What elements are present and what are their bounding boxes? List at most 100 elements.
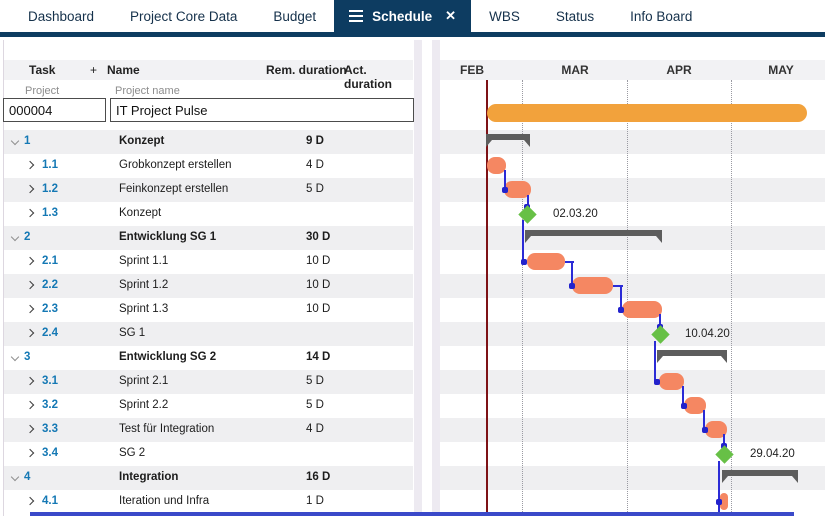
task-rem-duration: 4 D — [306, 159, 324, 171]
table-row[interactable]: 2.4 SG 1 — [4, 322, 413, 346]
gantt-task-bar[interactable] — [705, 421, 727, 438]
task-rem-duration: 5 D — [306, 183, 324, 195]
table-row[interactable]: 3 Entwicklung SG 2 14 D — [4, 346, 413, 370]
chevron-right-icon[interactable] — [25, 304, 35, 314]
gantt-row-stripe — [440, 250, 825, 274]
chevron-right-icon[interactable] — [25, 256, 35, 266]
gantt-row-stripe — [440, 178, 825, 202]
tab-schedule[interactable]: Schedule ✕ — [334, 0, 472, 32]
table-row[interactable]: 3.3 Test für Integration 4 D — [4, 418, 413, 442]
tab-project-core-data[interactable]: Project Core Data — [112, 0, 255, 32]
gantt-row-stripe — [440, 418, 825, 442]
table-row[interactable]: 1.3 Konzept — [4, 202, 413, 226]
dependency-connector — [703, 410, 705, 430]
milestone-date-label: 02.03.20 — [553, 208, 598, 220]
table-row[interactable]: 4.1 Iteration und Infra 1 D — [4, 490, 413, 514]
project-id-input[interactable] — [3, 98, 106, 122]
table-row[interactable]: 2.2 Sprint 1.2 10 D — [4, 274, 413, 298]
menu-icon[interactable] — [349, 10, 364, 22]
task-rem-duration: 10 D — [306, 303, 331, 315]
task-number: 3.3 — [42, 423, 58, 435]
month-label: MAR — [561, 63, 589, 77]
project-name-input[interactable] — [110, 98, 414, 122]
tab-info-board[interactable]: Info Board — [612, 0, 710, 32]
tab-budget[interactable]: Budget — [255, 0, 334, 32]
dependency-connector — [565, 261, 574, 263]
table-row[interactable]: 3.1 Sprint 2.1 5 D — [4, 370, 413, 394]
chevron-down-icon[interactable] — [10, 232, 20, 242]
task-rem-duration: 4 D — [306, 423, 324, 435]
chevron-right-icon[interactable] — [25, 208, 35, 218]
tab-wbs[interactable]: WBS — [471, 0, 538, 32]
chevron-right-icon[interactable] — [25, 328, 35, 338]
dependency-connector — [504, 170, 506, 190]
dependency-connector — [723, 434, 725, 446]
gantt-task-bar[interactable] — [622, 301, 662, 318]
task-number: 2.4 — [42, 327, 58, 339]
chevron-right-icon[interactable] — [25, 184, 35, 194]
chevron-right-icon[interactable] — [25, 400, 35, 410]
task-number: 2.3 — [42, 303, 58, 315]
project-name-field-label: Project name — [115, 85, 180, 97]
close-icon[interactable]: ✕ — [445, 8, 457, 23]
gantt-row-stripe — [440, 346, 825, 370]
month-label: APR — [666, 63, 692, 77]
project-summary-bar[interactable] — [487, 104, 807, 122]
chevron-right-icon[interactable] — [25, 376, 35, 386]
panel-splitter[interactable] — [414, 40, 422, 516]
task-rem-duration: 16 D — [306, 471, 331, 483]
task-name: Sprint 1.1 — [119, 255, 169, 267]
milestone-date-label: 10.04.20 — [685, 328, 730, 340]
gantt-task-bar[interactable] — [504, 181, 531, 198]
chevron-right-icon[interactable] — [25, 424, 35, 434]
horizontal-scrollbar[interactable] — [30, 512, 794, 516]
task-number: 3.2 — [42, 399, 58, 411]
task-rem-duration: 14 D — [306, 351, 331, 363]
gantt-task-bar[interactable] — [527, 253, 565, 270]
gantt-task-bar[interactable] — [720, 493, 728, 510]
connector-node-dot — [681, 403, 687, 409]
task-number: 2 — [24, 231, 31, 243]
dependency-connector — [522, 220, 524, 262]
table-row[interactable]: 1.2 Feinkonzept erstellen 5 D — [4, 178, 413, 202]
gantt-task-bar[interactable] — [684, 397, 706, 414]
task-table-header: Task + Name Rem. duration Act. duration — [4, 60, 413, 91]
task-rem-duration: 10 D — [306, 255, 331, 267]
nav-tabs: Dashboard Project Core Data Budget Schedule… — [0, 0, 825, 32]
table-row[interactable]: 3.2 Sprint 2.2 5 D — [4, 394, 413, 418]
table-row[interactable]: 2.3 Sprint 1.3 10 D — [4, 298, 413, 322]
tab-status[interactable]: Status — [538, 0, 612, 32]
gantt-row-stripe — [440, 322, 825, 346]
dependency-connector — [571, 262, 573, 286]
task-name: Entwicklung SG 1 — [119, 231, 217, 243]
chevron-right-icon[interactable] — [25, 280, 35, 290]
chevron-right-icon[interactable] — [25, 496, 35, 506]
table-row[interactable]: 2 Entwicklung SG 1 30 D — [4, 226, 413, 250]
table-row[interactable]: 4 Integration 16 D — [4, 466, 413, 490]
gantt-chart-area: 02.03.20 10.04.20 29.04.20 — [440, 80, 825, 516]
task-name: Iteration und Infra — [119, 495, 210, 507]
add-column-button[interactable]: + — [90, 63, 98, 77]
gantt-task-bar[interactable] — [487, 157, 506, 174]
chevron-down-icon[interactable] — [10, 136, 20, 146]
connector-node-dot — [618, 307, 624, 313]
dependency-connector — [654, 341, 656, 382]
table-row[interactable]: 1 Konzept 9 D — [4, 130, 413, 154]
project-field-label: Project — [25, 85, 60, 97]
gantt-task-bar[interactable] — [572, 277, 613, 294]
dependency-connector — [620, 286, 622, 310]
chevron-right-icon[interactable] — [25, 448, 35, 458]
panel-splitter[interactable] — [432, 40, 440, 516]
table-row[interactable]: 3.4 SG 2 — [4, 442, 413, 466]
column-task: Task — [29, 63, 56, 77]
chevron-down-icon[interactable] — [10, 472, 20, 482]
task-number: 3.1 — [42, 375, 58, 387]
tab-label: Status — [555, 8, 595, 24]
chevron-down-icon[interactable] — [10, 352, 20, 362]
chevron-right-icon[interactable] — [25, 160, 35, 170]
table-row[interactable]: 1.1 Grobkonzept erstellen 4 D — [4, 154, 413, 178]
tab-label: WBS — [489, 8, 520, 24]
gantt-task-bar[interactable] — [659, 373, 684, 390]
tab-dashboard[interactable]: Dashboard — [10, 0, 112, 32]
table-row[interactable]: 2.1 Sprint 1.1 10 D — [4, 250, 413, 274]
